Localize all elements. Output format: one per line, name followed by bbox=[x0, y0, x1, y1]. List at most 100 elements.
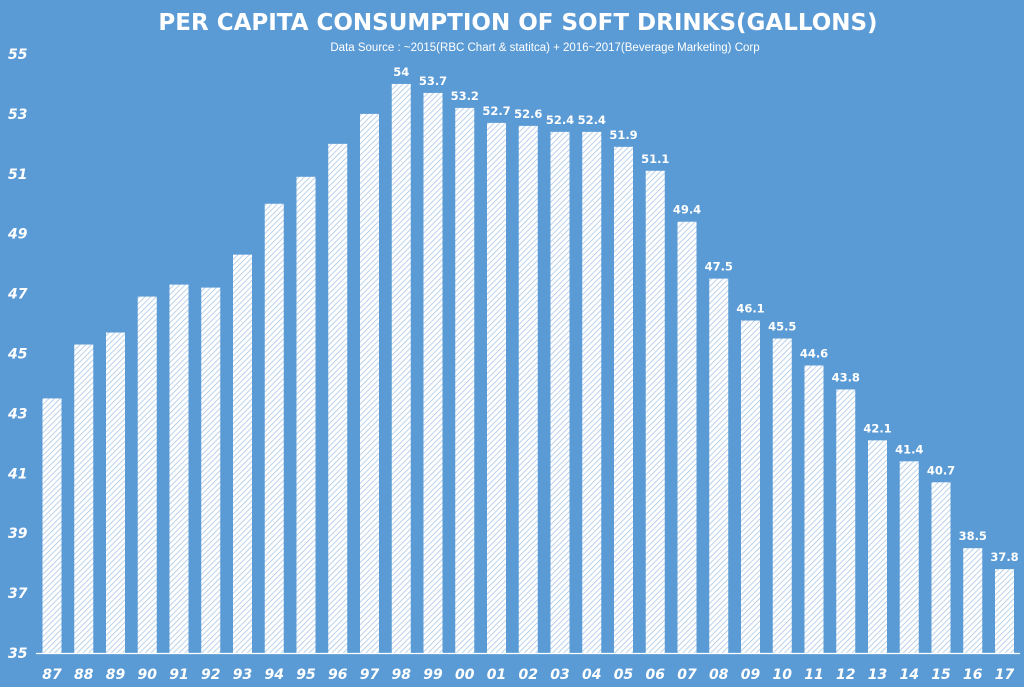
x-tick-label: 95 bbox=[296, 667, 316, 683]
x-tick-label: 14 bbox=[900, 667, 919, 683]
bar bbox=[963, 548, 983, 653]
y-tick-label: 53 bbox=[8, 107, 27, 123]
x-tick-label: 93 bbox=[233, 667, 252, 683]
x-tick-label: 96 bbox=[328, 667, 348, 683]
bar bbox=[328, 143, 348, 653]
y-tick-label: 51 bbox=[8, 167, 27, 183]
x-tick-label: 02 bbox=[519, 667, 538, 683]
y-tick-label: 39 bbox=[8, 526, 28, 542]
chart-title: PER CAPITA CONSUMPTION OF SOFT DRINKS(GA… bbox=[158, 10, 877, 36]
x-tick-label: 00 bbox=[455, 667, 475, 683]
y-tick-label: 49 bbox=[7, 227, 28, 243]
bar bbox=[518, 125, 538, 653]
bar bbox=[868, 440, 887, 653]
y-tick-label: 37 bbox=[8, 586, 28, 602]
bar bbox=[550, 131, 570, 653]
x-tick-label: 16 bbox=[963, 667, 983, 683]
data-label: 46.1 bbox=[736, 302, 764, 316]
bar bbox=[455, 107, 475, 653]
data-label: 44.6 bbox=[800, 346, 828, 360]
x-axis: 87 88 89 90 91 92 93 94 95 96 97 98 99 00 01 02 03 04 05 06… bbox=[36, 652, 1020, 683]
data-label: 51.9 bbox=[609, 128, 637, 142]
bar bbox=[423, 92, 443, 653]
y-tick-label: 43 bbox=[7, 406, 27, 422]
x-tick-label: 87 bbox=[42, 667, 62, 683]
bar bbox=[391, 83, 411, 653]
x-tick-label: 05 bbox=[614, 667, 634, 683]
bar bbox=[42, 398, 62, 653]
bar bbox=[709, 278, 729, 653]
x-tick-label: 99 bbox=[423, 667, 443, 683]
data-label: 40.7 bbox=[927, 463, 955, 477]
data-label: 53.2 bbox=[451, 89, 479, 103]
y-tick-label: 47 bbox=[7, 287, 28, 303]
bar bbox=[487, 122, 506, 653]
x-tick-label: 13 bbox=[868, 667, 887, 683]
x-tick-label: 07 bbox=[677, 667, 697, 683]
x-tick-label: 10 bbox=[773, 667, 793, 683]
bar bbox=[995, 569, 1014, 653]
x-tick-label: 12 bbox=[836, 667, 855, 683]
data-label: 43.8 bbox=[832, 370, 860, 384]
x-tick-label: 03 bbox=[550, 667, 569, 683]
y-tick-label: 45 bbox=[7, 347, 28, 363]
x-tick-label: 92 bbox=[201, 667, 220, 683]
bar bbox=[582, 131, 602, 653]
y-axis: 35 37 39 41 43 45 47 49 51 53 55 bbox=[7, 47, 28, 662]
x-tick-label: 11 bbox=[804, 667, 823, 683]
data-label: 54 bbox=[393, 65, 409, 79]
data-label: 52.4 bbox=[546, 113, 574, 127]
bar bbox=[233, 254, 252, 654]
bar bbox=[741, 320, 760, 653]
bar bbox=[169, 284, 189, 653]
data-label: 45.5 bbox=[768, 320, 796, 334]
data-label: 38.5 bbox=[959, 529, 987, 543]
bar bbox=[614, 146, 633, 653]
x-tick-label: 04 bbox=[582, 667, 601, 683]
data-label: 52.6 bbox=[514, 107, 542, 121]
x-tick-label: 08 bbox=[709, 667, 729, 683]
x-tick-label: 09 bbox=[741, 667, 761, 683]
x-tick-label: 91 bbox=[169, 667, 188, 683]
y-tick-label: 41 bbox=[7, 466, 27, 482]
bar bbox=[772, 338, 792, 653]
y-tick-label: 55 bbox=[8, 47, 28, 63]
x-tick-label: 98 bbox=[392, 667, 412, 683]
data-label: 52.4 bbox=[578, 113, 606, 127]
bar bbox=[804, 365, 824, 653]
bar bbox=[137, 296, 157, 653]
data-label: 37.8 bbox=[990, 550, 1018, 564]
x-tick-label: 97 bbox=[360, 667, 380, 683]
data-label: 52.7 bbox=[482, 104, 510, 118]
data-label: 49.4 bbox=[673, 203, 701, 217]
x-tick-label: 94 bbox=[265, 667, 284, 683]
bar bbox=[264, 203, 284, 653]
x-tick-label: 88 bbox=[74, 667, 94, 683]
x-tick-label: 06 bbox=[646, 667, 666, 683]
y-tick-label: 35 bbox=[8, 646, 28, 662]
data-label: 53.7 bbox=[419, 74, 447, 88]
bar bbox=[296, 176, 316, 654]
bar bbox=[931, 482, 951, 653]
chart-subtitle: Data Source : ~2015(RBC Chart & statitca… bbox=[330, 42, 759, 54]
bar bbox=[836, 389, 856, 653]
x-tick-label: 01 bbox=[487, 667, 506, 683]
bar bbox=[106, 332, 125, 653]
data-label: 41.4 bbox=[895, 442, 923, 456]
bar bbox=[360, 113, 379, 653]
x-tick-label: 15 bbox=[931, 667, 951, 683]
data-label: 42.1 bbox=[863, 421, 891, 435]
bar bbox=[677, 221, 697, 653]
data-label: 51.1 bbox=[641, 152, 669, 166]
bars bbox=[42, 83, 1014, 654]
x-tick-label: 17 bbox=[995, 667, 1015, 683]
bar bbox=[899, 461, 919, 653]
bar bbox=[201, 287, 221, 653]
bar bbox=[74, 344, 94, 653]
bar bbox=[645, 170, 665, 653]
x-tick-label: 89 bbox=[106, 667, 126, 683]
x-tick-label: 90 bbox=[138, 667, 158, 683]
data-label: 47.5 bbox=[705, 260, 733, 274]
